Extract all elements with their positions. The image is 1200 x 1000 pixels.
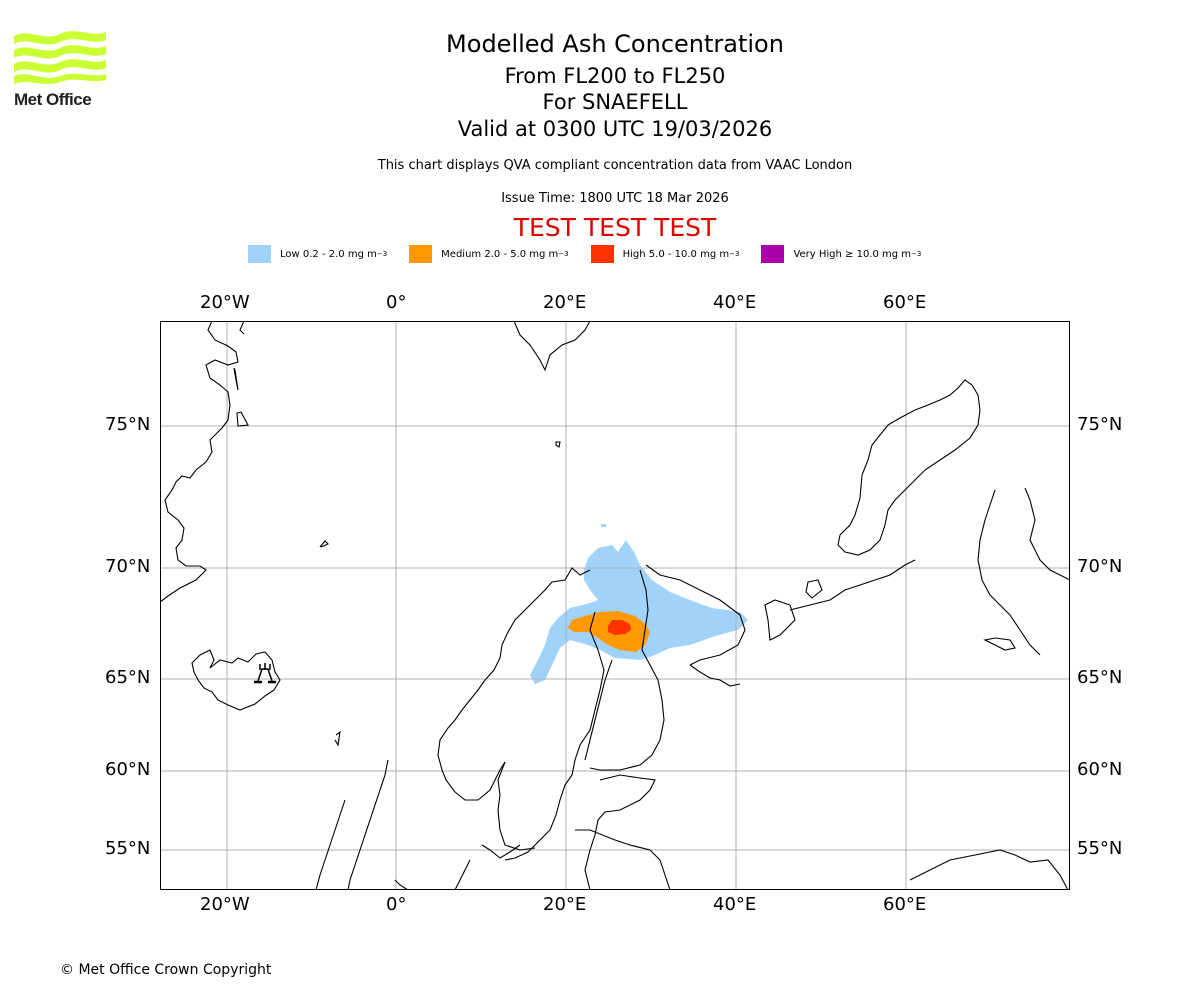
lat-label-right-55n: 55°N <box>1077 838 1123 859</box>
copyright-notice: © Met Office Crown Copyright <box>60 962 272 978</box>
volcano-icon <box>254 663 276 684</box>
lat-label-right-60n: 60°N <box>1077 759 1123 780</box>
concentration-legend: Low 0.2 - 2.0 mg m −3 Medium 2.0 - 5.0 mg… <box>248 244 943 264</box>
legend-swatch-very-high <box>761 245 785 263</box>
lat-label-left-65n: 65°N <box>105 667 151 688</box>
legend-swatch-high <box>590 245 614 263</box>
legend-item-low: Low 0.2 - 2.0 mg m −3 <box>248 245 387 263</box>
lon-label-bottom-20w: 20°W <box>200 894 250 915</box>
coastlines <box>160 321 1070 890</box>
lat-label-right-75n: 75°N <box>1077 414 1123 435</box>
lat-label-left-60n: 60°N <box>105 759 151 780</box>
legend-swatch-low <box>248 245 271 263</box>
legend-item-medium: Medium 2.0 - 5.0 mg m −3 <box>409 245 569 263</box>
ash-low-region <box>530 540 748 684</box>
chart-subtitle: This chart displays QVA compliant concen… <box>377 158 853 173</box>
lat-label-right-65n: 65°N <box>1077 667 1123 688</box>
flight-level-range: From FL200 to FL250 <box>504 64 726 88</box>
lon-label-top-60e: 60°E <box>883 292 927 313</box>
lon-label-bottom-0: 0° <box>386 894 407 915</box>
chart-title: Modelled Ash Concentration <box>446 30 784 58</box>
lon-label-top-40e: 40°E <box>713 292 757 313</box>
lat-label-right-70n: 70°N <box>1077 556 1123 577</box>
lat-label-left-70n: 70°N <box>105 556 151 577</box>
valid-time: Valid at 0300 UTC 19/03/2026 <box>457 117 773 141</box>
lat-label-left-75n: 75°N <box>105 414 151 435</box>
lon-label-top-20e: 20°E <box>543 292 587 313</box>
legend-swatch-medium <box>409 245 433 263</box>
lon-label-bottom-40e: 40°E <box>713 894 757 915</box>
lat-label-left-55n: 55°N <box>105 838 151 859</box>
test-banner: TEST TEST TEST <box>513 213 717 242</box>
legend-item-very-high: Very High ≥ 10.0 mg m −3 <box>761 245 921 263</box>
map-frame <box>160 321 1070 890</box>
met-office-waves-icon <box>14 31 106 84</box>
issue-time: Issue Time: 1800 UTC 18 Mar 2026 <box>501 191 729 206</box>
lon-label-bottom-60e: 60°E <box>883 894 927 915</box>
lon-label-top-20w: 20°W <box>200 292 250 313</box>
volcano-name: For SNAEFELL <box>542 90 688 114</box>
lon-label-top-0: 0° <box>386 292 407 313</box>
ash-high-region <box>608 620 631 635</box>
lon-label-bottom-20e: 20°E <box>543 894 587 915</box>
map-area <box>160 321 1070 890</box>
map-canvas <box>160 321 1070 890</box>
legend-item-high: High 5.0 - 10.0 mg m −3 <box>590 245 739 263</box>
met-office-logo-text: Met Office <box>14 90 92 109</box>
graticule <box>160 321 1070 890</box>
met-office-logo: Met Office <box>14 30 108 112</box>
